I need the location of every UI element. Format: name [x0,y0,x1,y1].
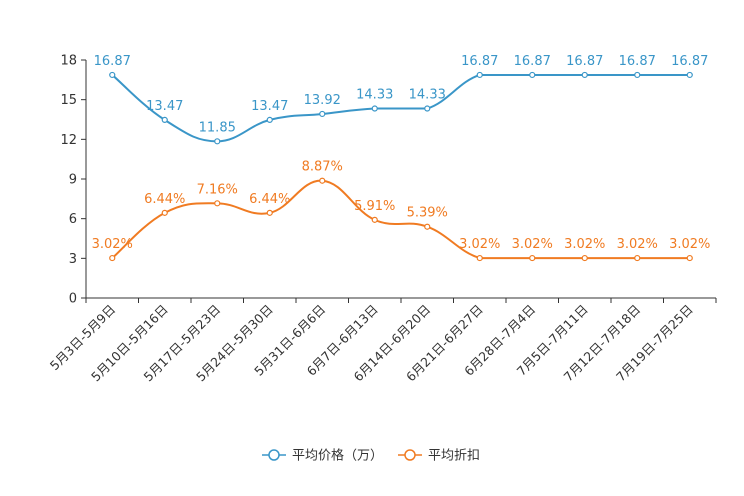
data-label: 14.33 [409,88,446,103]
data-point [476,71,483,79]
series-layer: 16.87 13.47 11.85 13.47 13.92 14.33 14.33 16.87… [92,54,710,262]
data-label: 16.87 [671,54,708,69]
y-tick-label: 0 [69,292,77,307]
data-label: 13.92 [304,93,341,108]
data-point [476,254,483,262]
data-label: 6.44% [144,192,185,207]
data-label: 8.87% [302,160,343,175]
legend-item-1[interactable]: 平均价格（万） [262,448,383,464]
data-label: 16.87 [94,54,131,69]
data-label: 3.02% [669,237,710,252]
data-point [371,216,378,223]
data-point [371,105,378,112]
data-label: 7.16% [197,182,238,197]
legend-item-2[interactable]: 平均折扣 [398,449,480,464]
data-point [634,254,641,262]
legend-label: 平均折扣 [428,449,480,464]
y-tick-label: 15 [60,93,77,108]
legend-marker-icon [404,449,416,461]
data-label: 3.02% [512,237,553,252]
y-tick-label: 18 [60,54,77,69]
data-point [686,254,693,262]
legend-label: 平均价格（万） [292,448,383,464]
y-tick-label: 9 [69,173,77,188]
y-axis: 0 3 6 9 12 15 18 [60,54,87,307]
data-label: 3.02% [92,237,133,252]
data-label: 16.87 [619,54,656,69]
data-label: 5.39% [407,206,448,221]
x-axis: 5月3日-5月9日5月10日-5月16日5月17日-5月23日5月24日-5月3… [47,297,717,384]
data-point [529,71,536,79]
series-2: 3.02% 6.44% 7.16% 6.44% 8.87% 5.91% 5.39% 3.02%… [92,160,710,262]
data-point [686,71,693,79]
data-point [266,116,273,123]
data-label: 3.02% [564,237,605,252]
data-point [581,71,588,79]
data-point [266,209,273,216]
data-label: 3.02% [617,237,658,252]
data-label: 14.33 [356,88,393,103]
data-point [161,116,168,123]
data-point [424,105,431,112]
data-point [109,254,116,262]
data-point [214,138,221,145]
data-point [319,110,326,118]
data-point [634,71,641,79]
data-label: 16.87 [514,54,551,69]
y-tick-label: 6 [69,212,77,227]
data-point [109,71,116,79]
data-label: 13.47 [251,99,288,114]
legend[interactable]: 平均价格（万） 平均折扣 [262,448,480,464]
data-label: 3.02% [459,237,500,252]
data-point [424,223,431,230]
data-label: 16.87 [566,54,603,69]
legend-marker-icon [268,449,280,461]
series-1: 16.87 13.47 11.85 13.47 13.92 14.33 14.33 16.87… [94,54,708,145]
data-point [161,209,168,216]
data-point [529,254,536,262]
data-label: 13.47 [146,99,183,114]
data-label: 16.87 [461,54,498,69]
data-label: 6.44% [249,192,290,207]
data-point [581,254,588,262]
data-label: 11.85 [199,120,236,135]
data-label: 5.91% [354,199,395,214]
y-tick-label: 3 [69,252,77,267]
data-point [214,200,221,207]
data-point [319,177,326,184]
y-tick-label: 12 [60,133,77,148]
